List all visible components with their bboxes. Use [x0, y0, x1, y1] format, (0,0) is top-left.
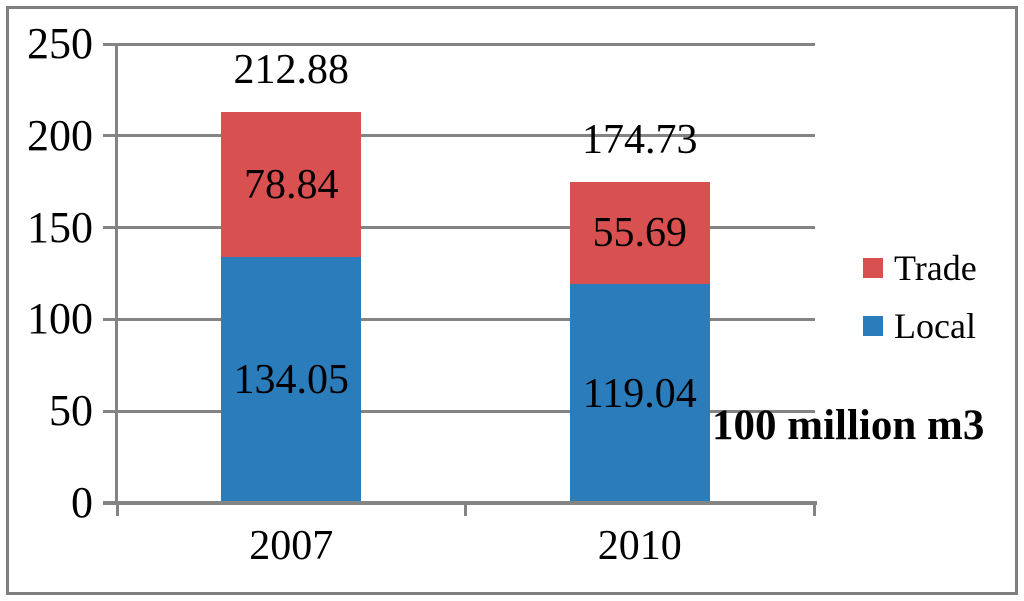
unit-label: 100 million m3 — [712, 402, 985, 449]
y-tick-label-150: 150 — [27, 202, 93, 252]
x-axis-tick — [812, 503, 816, 516]
y-tick-label-100: 100 — [27, 294, 93, 344]
bar-value-label-local-2010: 119.04 — [582, 370, 697, 417]
bar-segment-trade-2007 — [221, 112, 362, 257]
gridline-50 — [103, 409, 815, 413]
gridline-250 — [103, 42, 815, 46]
bar-segment-local-2010 — [569, 284, 710, 503]
x-axis-tick — [115, 503, 119, 516]
legend-label-local: Local — [894, 306, 976, 346]
y-axis-line — [115, 44, 118, 505]
legend: Trade Local — [863, 248, 977, 346]
y-tick-label-250: 250 — [27, 19, 93, 68]
bar-total-label-2007: 212.88 — [233, 47, 350, 94]
legend-swatch-icon-local — [863, 316, 883, 336]
gridline-150 — [103, 226, 815, 230]
bar-total-label-2010: 174.73 — [582, 117, 698, 164]
gridline-200 — [103, 134, 815, 138]
legend-label-trade: Trade — [894, 248, 977, 288]
gridline-100 — [103, 317, 815, 321]
x-axis-tick — [464, 503, 467, 516]
legend-item-local: Local — [863, 306, 977, 346]
legend-item-trade: Trade — [863, 248, 977, 288]
y-tick-label-200: 200 — [27, 110, 93, 160]
bar-segment-local-2007 — [221, 256, 362, 503]
x-axis-line — [103, 501, 817, 505]
bar-segment-trade-2010 — [569, 182, 710, 285]
y-tick-label-50: 50 — [49, 386, 93, 436]
bar-value-label-trade-2010: 55.69 — [592, 210, 688, 257]
bar-value-label-local-2007: 134.05 — [233, 356, 350, 403]
x-category-label-2010: 2010 — [597, 523, 682, 569]
bar-value-label-trade-2007: 78.84 — [244, 161, 339, 208]
legend-swatch-icon-trade — [863, 258, 883, 278]
y-tick-label-0: 0 — [71, 478, 93, 527]
x-category-label-2007: 2007 — [249, 523, 334, 569]
